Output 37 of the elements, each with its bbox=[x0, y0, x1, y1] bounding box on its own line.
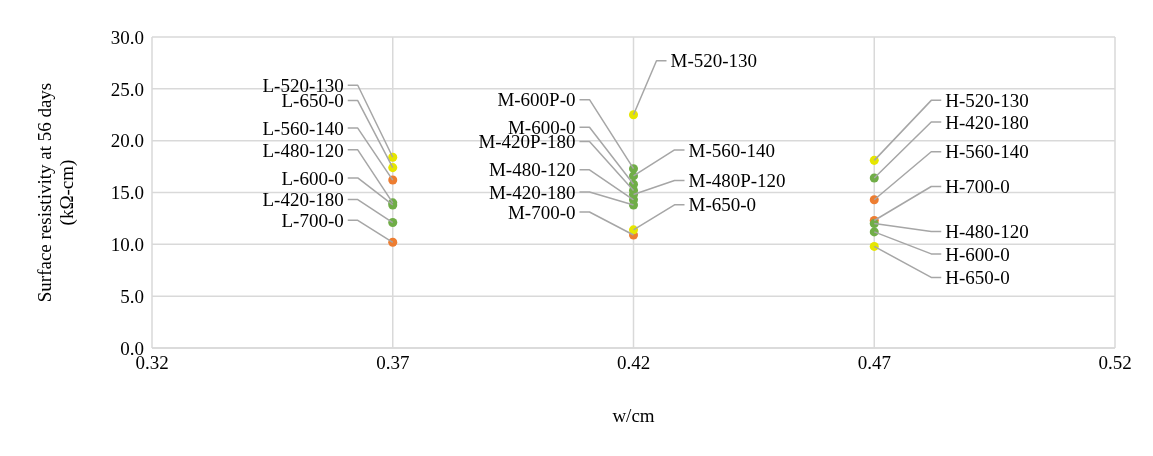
text: L-480-120 bbox=[262, 139, 344, 161]
y-tick-label: 10.0 bbox=[110, 234, 144, 256]
y-tick-label: 20.0 bbox=[110, 130, 144, 152]
text: M-480-120 bbox=[488, 159, 576, 181]
text: H-480-120 bbox=[945, 221, 1029, 243]
y-tick-label: 5.0 bbox=[120, 285, 144, 307]
text: M-700-0 bbox=[507, 201, 576, 223]
text: H-560-140 bbox=[945, 141, 1029, 163]
y-tick-label: 30.0 bbox=[110, 26, 144, 48]
text: M-520-130 bbox=[670, 50, 758, 72]
text: H-650-0 bbox=[945, 267, 1010, 289]
x-tick-label: 0.47 bbox=[857, 352, 891, 374]
text: M-480P-120 bbox=[688, 170, 786, 192]
y-axis-title: Surface resistivity at 56 days (kΩ-cm) bbox=[33, 82, 79, 303]
point bbox=[388, 163, 398, 173]
x-tick-label: 0.37 bbox=[376, 352, 410, 374]
text: L-600-0 bbox=[281, 167, 344, 189]
point bbox=[869, 195, 879, 205]
text: H-420-180 bbox=[945, 111, 1029, 133]
text: H-520-130 bbox=[945, 90, 1029, 112]
text: L-560-140 bbox=[262, 117, 344, 139]
x-tick-label: 0.52 bbox=[1098, 352, 1132, 374]
text: L-700-0 bbox=[281, 209, 344, 231]
x-axis-title: w/cm bbox=[612, 405, 655, 426]
y-tick-label: 15.0 bbox=[110, 182, 144, 204]
text: H-600-0 bbox=[945, 243, 1010, 265]
point bbox=[869, 241, 879, 251]
point bbox=[388, 218, 398, 228]
point bbox=[628, 225, 639, 235]
text: M-600P-0 bbox=[497, 89, 576, 111]
y-tick-label: 25.0 bbox=[110, 78, 144, 100]
text: M-420-180 bbox=[488, 181, 576, 203]
x-tick-label: 0.42 bbox=[616, 352, 651, 374]
text: M-560-140 bbox=[688, 139, 776, 161]
text: M-650-0 bbox=[688, 194, 757, 216]
text: L-420-180 bbox=[262, 189, 344, 211]
text: H-700-0 bbox=[945, 176, 1010, 198]
